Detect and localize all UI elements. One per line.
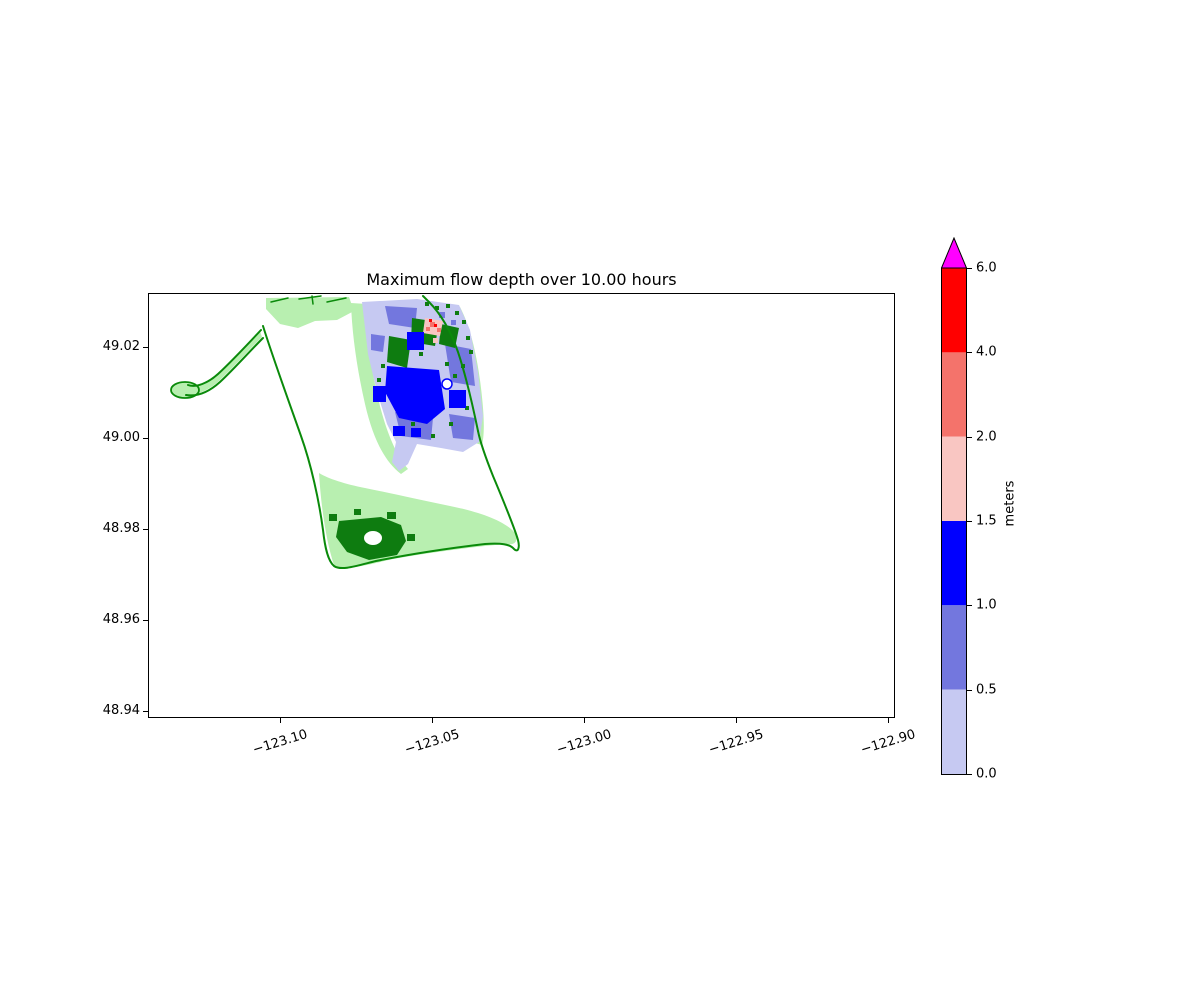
y-tick-mark bbox=[143, 620, 148, 621]
y-tick-label: 49.02 bbox=[102, 338, 140, 354]
flood-map bbox=[170, 295, 520, 570]
colorbar-segment bbox=[941, 521, 967, 606]
colorbar-segment bbox=[941, 605, 967, 690]
y-tick-label: 48.96 bbox=[102, 611, 140, 627]
colorbar-segment bbox=[941, 352, 967, 437]
x-tick-label: −123.05 bbox=[403, 727, 462, 758]
colorbar-tick-mark bbox=[967, 437, 972, 438]
plot-title: Maximum flow depth over 10.00 hours bbox=[366, 270, 677, 289]
colorbar-over-arrow bbox=[941, 237, 967, 269]
colorbar-tick-label: 4.0 bbox=[976, 344, 997, 360]
plot-area bbox=[148, 293, 895, 718]
colorbar-segment bbox=[941, 689, 967, 775]
colorbar-tick-mark bbox=[967, 521, 972, 522]
y-tick-label: 49.00 bbox=[102, 429, 140, 445]
x-tick-mark bbox=[736, 718, 737, 723]
colorbar-border bbox=[941, 267, 967, 775]
colorbar-tick-label: 0.5 bbox=[976, 682, 997, 698]
colorbar-tick-label: 1.5 bbox=[976, 513, 997, 529]
y-tick-mark bbox=[143, 347, 148, 348]
x-tick-mark bbox=[432, 718, 433, 723]
x-tick-label: −122.95 bbox=[707, 727, 766, 758]
x-tick-mark bbox=[584, 718, 585, 723]
spit-lagoon bbox=[362, 529, 384, 547]
colorbar-tick-label: 2.0 bbox=[976, 429, 997, 445]
flood-depth-2-4m-spots bbox=[426, 322, 441, 332]
colorbar-tick-mark bbox=[967, 774, 972, 775]
colorbar-tick-mark bbox=[967, 352, 972, 353]
colorbar bbox=[941, 237, 967, 775]
y-tick-mark bbox=[143, 438, 148, 439]
x-tick-label: −123.10 bbox=[251, 727, 310, 758]
y-tick-label: 48.98 bbox=[102, 520, 140, 536]
flood-depth-1-1.5m-patches bbox=[373, 332, 466, 437]
colorbar-segment bbox=[941, 268, 967, 353]
colorbar-tick-mark bbox=[967, 268, 972, 269]
colorbar-segment bbox=[941, 436, 967, 521]
colorbar-tick-label: 1.0 bbox=[976, 597, 997, 613]
pond-ring bbox=[441, 378, 453, 390]
x-tick-label: −123.00 bbox=[555, 727, 614, 758]
colorbar-tick-label: 0.0 bbox=[976, 766, 997, 782]
colorbar-tick-mark bbox=[967, 690, 972, 691]
y-tick-mark bbox=[143, 711, 148, 712]
x-tick-mark bbox=[280, 718, 281, 723]
x-tick-label: −122.90 bbox=[859, 727, 918, 758]
colorbar-label: meters bbox=[1002, 480, 1018, 527]
y-tick-mark bbox=[143, 529, 148, 530]
flood-depth-4-6m-spots bbox=[429, 319, 437, 327]
colorbar-tick-label: 6.0 bbox=[976, 260, 997, 276]
x-tick-mark bbox=[888, 718, 889, 723]
y-tick-label: 48.94 bbox=[102, 702, 140, 718]
coastline-outline bbox=[185, 295, 520, 570]
northern-shore-marks bbox=[270, 295, 347, 305]
colorbar-tick-mark bbox=[967, 605, 972, 606]
